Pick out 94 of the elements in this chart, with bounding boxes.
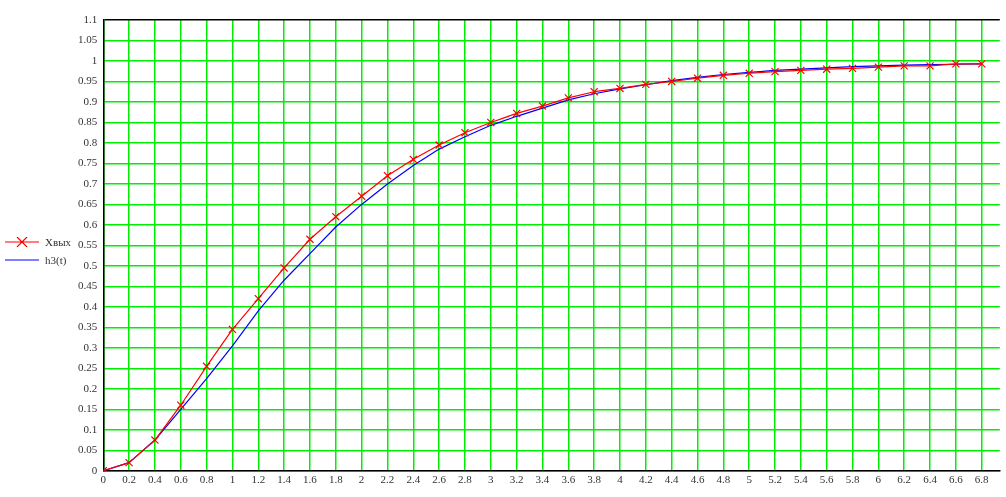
x-tick-label: 6 <box>875 473 882 486</box>
x-tick-label: 5.2 <box>768 473 782 486</box>
point <box>254 294 263 303</box>
y-tick-label: 0.4 <box>83 299 98 312</box>
x-tick-label: 1.4 <box>277 473 292 486</box>
point <box>977 59 986 68</box>
point <box>745 69 754 78</box>
x-tick-label: 1.6 <box>303 473 318 486</box>
point <box>202 362 211 371</box>
y-tick-label: 1.05 <box>78 33 98 46</box>
y-tick-label: 0.35 <box>78 320 98 333</box>
point <box>538 101 547 111</box>
x-tick-label: 3 <box>488 473 495 486</box>
y-tick-label: 1.1 <box>83 12 98 25</box>
point <box>460 128 470 137</box>
y-tick-label: 0.7 <box>83 176 98 189</box>
point <box>357 192 366 201</box>
x-tick-label: 0.4 <box>148 473 163 486</box>
y-tick-label: 0.2 <box>83 381 98 394</box>
y-tick-label: 0.3 <box>83 340 98 353</box>
x-tick-label: 0 <box>100 473 107 486</box>
y-tick-label: 0.25 <box>78 361 98 374</box>
x-tick-label: 6.6 <box>949 473 964 486</box>
x-tick-label: 0.6 <box>173 473 189 486</box>
x-tick-label: 1.8 <box>328 473 344 486</box>
point <box>822 65 831 74</box>
point <box>590 87 599 96</box>
point <box>719 71 728 80</box>
x-tick-label: 6.8 <box>974 473 990 486</box>
x-tick-label: 0.2 <box>122 473 136 486</box>
point <box>925 61 935 71</box>
point <box>228 325 237 334</box>
point <box>150 435 160 445</box>
x-tick-label: 4.4 <box>664 473 680 486</box>
x-tick-label: 6.4 <box>923 473 938 486</box>
point <box>796 66 805 75</box>
point <box>693 74 702 83</box>
x-tick-label: 5.8 <box>845 473 860 486</box>
y-tick-label: 0.8 <box>83 135 98 148</box>
point <box>279 263 289 273</box>
point <box>383 171 392 180</box>
point <box>124 458 134 467</box>
y-tick-label: 0.05 <box>78 443 98 456</box>
x-tick-label: 3.8 <box>587 473 602 486</box>
x-tick-label: 5 <box>746 473 753 486</box>
point <box>331 212 340 221</box>
point <box>305 235 315 244</box>
point <box>564 93 573 102</box>
point <box>615 84 625 93</box>
y-tick-label: 0.85 <box>78 115 98 128</box>
y-tick-label: 0.45 <box>78 279 98 292</box>
x-tick-label: 2.4 <box>406 473 421 486</box>
x-tick-label: 1 <box>229 473 236 486</box>
legend-label: Xвых <box>45 236 72 248</box>
x-tick-label: 2 <box>358 473 365 486</box>
point <box>848 64 857 73</box>
point <box>176 401 185 410</box>
y-tick-label: 0.75 <box>78 156 98 169</box>
x-tick-label: 0.8 <box>199 473 214 486</box>
y-tick-label: 0.65 <box>78 197 98 210</box>
y-tick-label: 0.9 <box>83 94 98 107</box>
x-tick-label: 2.6 <box>432 473 447 486</box>
y-tick-label: 0.1 <box>83 422 98 435</box>
y-tick-label: 0.15 <box>78 402 98 415</box>
x-tick-label: 2.8 <box>458 473 473 486</box>
x-tick-label: 5.6 <box>819 473 835 486</box>
legend-label: h3(t) <box>45 254 67 266</box>
x-tick-label: 4.2 <box>638 473 653 486</box>
point <box>641 80 650 89</box>
x-tick-label: 4 <box>617 473 624 486</box>
x-tick-label: 4.6 <box>690 473 705 486</box>
x-tick-label: 3.6 <box>561 473 576 486</box>
y-tick-label: 0.55 <box>78 238 98 251</box>
point <box>770 67 780 76</box>
y-tick-label: 0 <box>91 463 98 476</box>
point <box>951 59 961 68</box>
point <box>435 140 444 150</box>
x-tick-label: 5.4 <box>793 473 809 486</box>
point <box>486 118 495 127</box>
x-tick-label: 1.2 <box>251 473 266 486</box>
point <box>409 155 418 164</box>
x-tick-label: 3.2 <box>509 473 524 486</box>
x-tick-label: 3.4 <box>535 473 550 486</box>
x-tick-label: 4.8 <box>716 473 731 486</box>
point <box>874 62 883 72</box>
x-tick-label: 6.2 <box>897 473 912 486</box>
x-tick-label: 2.2 <box>380 473 395 486</box>
y-tick-label: 0.95 <box>78 74 98 87</box>
y-tick-label: 0.5 <box>83 258 98 271</box>
y-tick-label: 1 <box>91 53 98 66</box>
point <box>512 109 521 118</box>
point <box>667 77 676 86</box>
point <box>900 61 909 71</box>
y-tick-label: 0.6 <box>83 217 98 230</box>
